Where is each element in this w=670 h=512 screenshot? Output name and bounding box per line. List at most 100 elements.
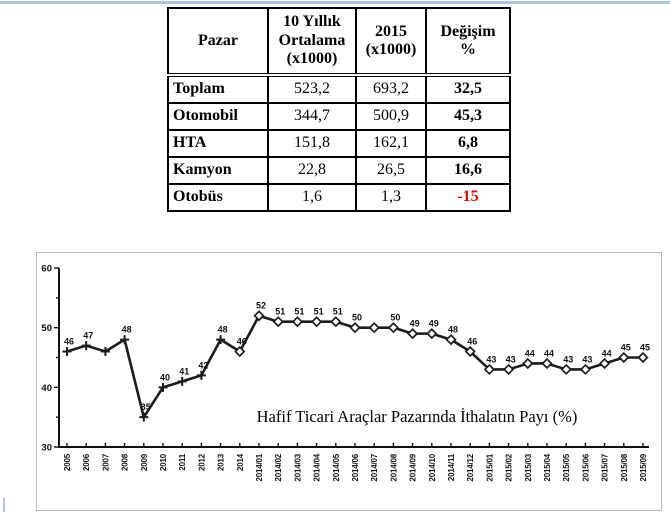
table-row: Toplam 523,2 693,2 32,5 bbox=[167, 74, 511, 104]
svg-text:2009: 2009 bbox=[140, 453, 149, 471]
svg-text:2013: 2013 bbox=[217, 453, 226, 471]
svg-text:2014/05: 2014/05 bbox=[332, 453, 341, 481]
svg-text:51: 51 bbox=[314, 307, 324, 317]
svg-text:2014/09: 2014/09 bbox=[409, 453, 418, 481]
svg-text:41: 41 bbox=[179, 366, 189, 376]
svg-text:46: 46 bbox=[237, 337, 247, 347]
change-value: -15 bbox=[425, 183, 511, 212]
svg-text:43: 43 bbox=[506, 354, 516, 364]
value-2015: 1,3 bbox=[355, 183, 427, 212]
row-label: Otobüs bbox=[167, 183, 269, 212]
table-row: Otomobil 344,7 500,9 45,3 bbox=[167, 102, 511, 131]
svg-text:2015/01: 2015/01 bbox=[485, 453, 494, 481]
change-value: 45,3 bbox=[425, 102, 511, 131]
svg-text:40: 40 bbox=[160, 372, 170, 382]
svg-text:52: 52 bbox=[256, 301, 266, 311]
svg-text:44: 44 bbox=[602, 348, 612, 358]
col-header-average: 10 Yıllık Ortalama (x1000) bbox=[267, 7, 357, 77]
svg-text:2006: 2006 bbox=[82, 453, 91, 471]
svg-text:2015/09: 2015/09 bbox=[639, 453, 648, 481]
table-row: Otobüs 1,6 1,3 -15 bbox=[167, 183, 511, 212]
svg-text:49: 49 bbox=[429, 319, 439, 329]
svg-text:2015/06: 2015/06 bbox=[581, 453, 590, 481]
svg-text:2015/02: 2015/02 bbox=[505, 453, 514, 481]
svg-text:2014/12: 2014/12 bbox=[466, 453, 475, 481]
col-header-pazar: Pazar bbox=[167, 7, 269, 77]
col-header-2015: 2015 (x1000) bbox=[355, 7, 427, 77]
change-value: 32,5 bbox=[425, 74, 511, 104]
svg-text:2014/10: 2014/10 bbox=[428, 453, 437, 481]
value-2015: 500,9 bbox=[355, 102, 427, 131]
svg-text:51: 51 bbox=[294, 307, 304, 317]
svg-text:2010: 2010 bbox=[159, 453, 168, 471]
change-value: 6,8 bbox=[425, 129, 511, 158]
svg-text:2014/07: 2014/07 bbox=[370, 453, 379, 481]
svg-text:2014/02: 2014/02 bbox=[274, 453, 283, 481]
bottom-accent-rule bbox=[3, 498, 5, 512]
market-summary-table: Pazar 10 Yıllık Ortalama (x1000) 2015 (x… bbox=[167, 7, 511, 212]
svg-text:40: 40 bbox=[41, 383, 52, 394]
svg-text:2015/03: 2015/03 bbox=[524, 453, 533, 481]
avg-value: 344,7 bbox=[267, 102, 357, 131]
top-accent-rule bbox=[0, 1, 670, 4]
svg-text:44: 44 bbox=[525, 348, 535, 358]
value-2015: 162,1 bbox=[355, 129, 427, 158]
svg-text:50: 50 bbox=[41, 323, 52, 334]
avg-value: 523,2 bbox=[267, 74, 357, 104]
svg-text:45: 45 bbox=[640, 343, 650, 353]
svg-text:2014/11: 2014/11 bbox=[447, 453, 456, 481]
svg-text:51: 51 bbox=[275, 307, 285, 317]
svg-text:51: 51 bbox=[333, 307, 343, 317]
svg-text:35: 35 bbox=[141, 402, 151, 412]
svg-text:2008: 2008 bbox=[121, 453, 130, 471]
svg-text:43: 43 bbox=[486, 354, 496, 364]
import-share-line-chart: 30 40 50 60 2005 2006 2007 2008 2009 2010 2011 2012… bbox=[36, 252, 662, 511]
row-label: HTA bbox=[167, 129, 269, 158]
change-value: 16,6 bbox=[425, 156, 511, 185]
value-2015: 26,5 bbox=[355, 156, 427, 185]
svg-text:44: 44 bbox=[544, 348, 554, 358]
row-label: Kamyon bbox=[167, 156, 269, 185]
svg-text:2014: 2014 bbox=[236, 453, 245, 471]
svg-text:2014/08: 2014/08 bbox=[389, 453, 398, 481]
svg-text:43: 43 bbox=[582, 354, 592, 364]
svg-text:2015/04: 2015/04 bbox=[543, 453, 552, 481]
svg-text:47: 47 bbox=[83, 331, 93, 341]
svg-text:2015/07: 2015/07 bbox=[601, 453, 610, 481]
svg-text:48: 48 bbox=[122, 325, 132, 335]
avg-value: 22,8 bbox=[267, 156, 357, 185]
avg-value: 151,8 bbox=[267, 129, 357, 158]
svg-text:48: 48 bbox=[218, 325, 228, 335]
svg-text:2007: 2007 bbox=[101, 453, 110, 471]
svg-text:2015/08: 2015/08 bbox=[620, 453, 629, 481]
col-header-change: Değişim % bbox=[425, 7, 511, 77]
svg-text:50: 50 bbox=[352, 313, 362, 323]
avg-value: 1,6 bbox=[267, 183, 357, 212]
svg-text:2011: 2011 bbox=[178, 453, 187, 470]
svg-text:2014/04: 2014/04 bbox=[313, 453, 322, 481]
svg-text:2014/03: 2014/03 bbox=[293, 453, 302, 481]
svg-text:46: 46 bbox=[467, 337, 477, 347]
chart-svg: 30 40 50 60 2005 2006 2007 2008 2009 2010 2011 2012… bbox=[41, 264, 650, 482]
svg-text:42: 42 bbox=[198, 360, 208, 370]
row-label: Otomobil bbox=[167, 102, 269, 131]
table-header-row: Pazar 10 Yıllık Ortalama (x1000) 2015 (x… bbox=[167, 7, 511, 77]
svg-text:50: 50 bbox=[390, 313, 400, 323]
svg-text:48: 48 bbox=[448, 325, 458, 335]
svg-text:2014/06: 2014/06 bbox=[351, 453, 360, 481]
table-row: Kamyon 22,8 26,5 16,6 bbox=[167, 156, 511, 185]
svg-text:2015/05: 2015/05 bbox=[562, 453, 571, 481]
svg-text:45: 45 bbox=[621, 343, 631, 353]
svg-text:60: 60 bbox=[41, 264, 52, 275]
row-label: Toplam bbox=[167, 74, 269, 104]
svg-text:Hafif Ticari Araçlar Pazarında: Hafif Ticari Araçlar Pazarında İthalatın… bbox=[257, 407, 578, 426]
svg-text:46: 46 bbox=[64, 337, 74, 347]
svg-text:2005: 2005 bbox=[63, 453, 72, 471]
svg-text:30: 30 bbox=[41, 443, 52, 454]
svg-text:43: 43 bbox=[563, 354, 573, 364]
svg-text:2012: 2012 bbox=[197, 453, 206, 471]
svg-text:2014/01: 2014/01 bbox=[255, 453, 264, 481]
value-2015: 693,2 bbox=[355, 74, 427, 104]
table-row: HTA 151,8 162,1 6,8 bbox=[167, 129, 511, 158]
